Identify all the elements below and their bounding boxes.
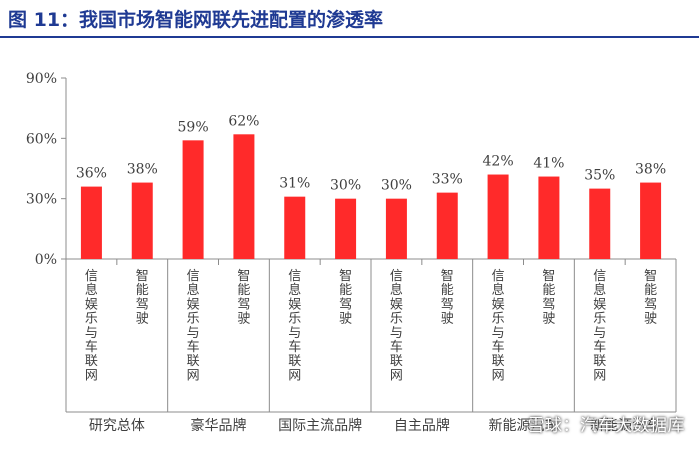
bar: [538, 176, 560, 259]
category-label: 智能驾驶: [237, 269, 250, 327]
category-label: 智能驾驶: [136, 269, 149, 327]
data-label: 38%: [127, 162, 158, 178]
category-label: 信息娱乐与车联网: [288, 269, 301, 383]
group-label: 国际主流品牌: [278, 417, 362, 434]
category-label: 信息娱乐与车联网: [390, 269, 403, 383]
bar: [385, 198, 407, 259]
bar: [335, 198, 357, 259]
bar: [640, 182, 662, 259]
group-label: 新能源汽车: [489, 417, 559, 434]
data-label: 41%: [533, 156, 564, 172]
category-label: 信息娱乐与车联网: [593, 269, 606, 383]
data-label: 35%: [584, 168, 615, 184]
bar: [487, 174, 509, 259]
data-label: 38%: [635, 162, 666, 178]
category-label: 信息娱乐与车联网: [492, 269, 505, 383]
group-label: 自主品牌: [394, 417, 450, 434]
bar: [80, 186, 102, 259]
data-label: 59%: [178, 119, 209, 135]
bar: [284, 196, 306, 259]
category-label: 智能驾驶: [542, 269, 555, 327]
y-tick-label: 60%: [26, 131, 57, 147]
data-label: 33%: [432, 172, 463, 188]
category-label: 智能驾驶: [644, 269, 657, 327]
group-label: 豪华品牌: [191, 417, 247, 434]
watermark: 雪球：汽车大数据库: [527, 416, 685, 436]
bar: [182, 140, 204, 259]
title-rule: [0, 36, 699, 38]
figure-header: 图 11：我国市场智能网联先进配置的渗透率: [0, 0, 699, 38]
bar: [233, 134, 255, 259]
category-label: 信息娱乐与车联网: [187, 269, 200, 383]
category-label: 智能驾驶: [339, 269, 352, 327]
category-label: 信息娱乐与车联网: [85, 269, 98, 383]
y-tick-label: 0%: [35, 252, 57, 268]
bar: [589, 188, 611, 259]
figure-title: 图 11：我国市场智能网联先进配置的渗透率: [8, 9, 384, 31]
data-label: 30%: [381, 178, 412, 194]
bar: [131, 182, 153, 259]
bar: [436, 192, 458, 259]
data-label: 62%: [228, 113, 259, 129]
data-label: 30%: [330, 178, 361, 194]
y-tick-label: 30%: [26, 192, 57, 208]
group-label: 研究总体: [89, 418, 145, 434]
data-label: 36%: [76, 166, 107, 182]
data-label: 31%: [279, 176, 310, 192]
y-tick-label: 90%: [26, 71, 57, 87]
group-label: 新能源汽车: [590, 417, 660, 434]
data-label: 42%: [483, 154, 514, 170]
category-label: 智能驾驶: [441, 269, 454, 327]
